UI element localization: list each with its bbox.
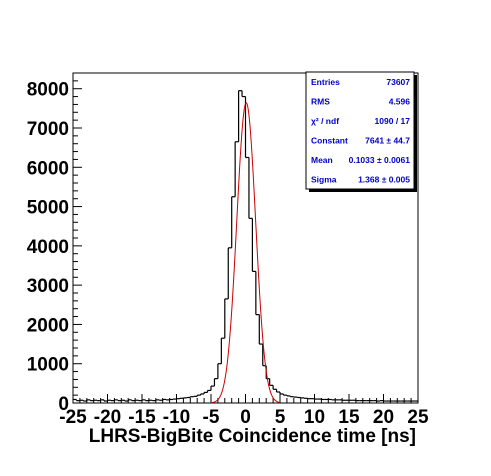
stats-value: 1.368 ± 0.005 <box>358 175 410 185</box>
x-tick-label: -20 <box>94 407 121 428</box>
histogram-series <box>73 90 418 402</box>
y-tick-label: 0 <box>58 394 69 415</box>
gaussian-fit-curve <box>210 102 281 404</box>
y-tick-label: 4000 <box>27 237 69 258</box>
stats-label: Entries <box>311 77 340 87</box>
x-tick-label: -10 <box>163 407 190 428</box>
stats-box: Entries 73607 RMS 4.596 χ² / ndf 1090 / 17 Con… <box>305 71 417 192</box>
stats-value: 4.596 <box>389 97 411 107</box>
stats-value: 1090 / 17 <box>375 116 411 126</box>
stats-value: 0.1033 ± 0.0061 <box>349 155 411 165</box>
stats-label: Sigma <box>311 175 337 185</box>
stats-value: 7641 ± 44.7 <box>365 136 410 146</box>
y-tick-label: 6000 <box>27 158 69 179</box>
stats-label: χ² / ndf <box>311 116 339 126</box>
y-axis: 0 1000 2000 3000 4000 5000 6000 7000 8000 <box>27 80 82 415</box>
x-axis: -25 -20 -15 -10 -5 0 5 10 15 20 25 <box>59 394 429 428</box>
stats-label: Constant <box>311 136 348 146</box>
x-axis-title: LHRS-BigBite Coincidence time [ns] <box>89 426 416 447</box>
y-tick-label: 2000 <box>27 315 69 336</box>
y-tick-label: 5000 <box>27 198 69 219</box>
x-tick-label: -25 <box>59 407 87 428</box>
x-tick-label: 25 <box>407 407 429 428</box>
y-tick-label: 1000 <box>27 355 69 376</box>
x-tick-label: 10 <box>304 407 325 428</box>
x-tick-label: 0 <box>240 407 251 428</box>
x-tick-label: 5 <box>275 407 286 428</box>
x-tick-label: 20 <box>373 407 394 428</box>
y-tick-label: 7000 <box>27 119 69 140</box>
x-tick-label: -15 <box>128 407 156 428</box>
y-tick-label: 3000 <box>27 276 69 297</box>
stats-value: 73607 <box>386 77 410 87</box>
x-tick-label: 15 <box>338 407 360 428</box>
stats-label: Mean <box>311 155 333 165</box>
stats-label: RMS <box>311 97 330 107</box>
stats-box-frame <box>305 71 415 190</box>
x-tick-label: -5 <box>203 407 220 428</box>
y-tick-label: 8000 <box>27 80 69 101</box>
